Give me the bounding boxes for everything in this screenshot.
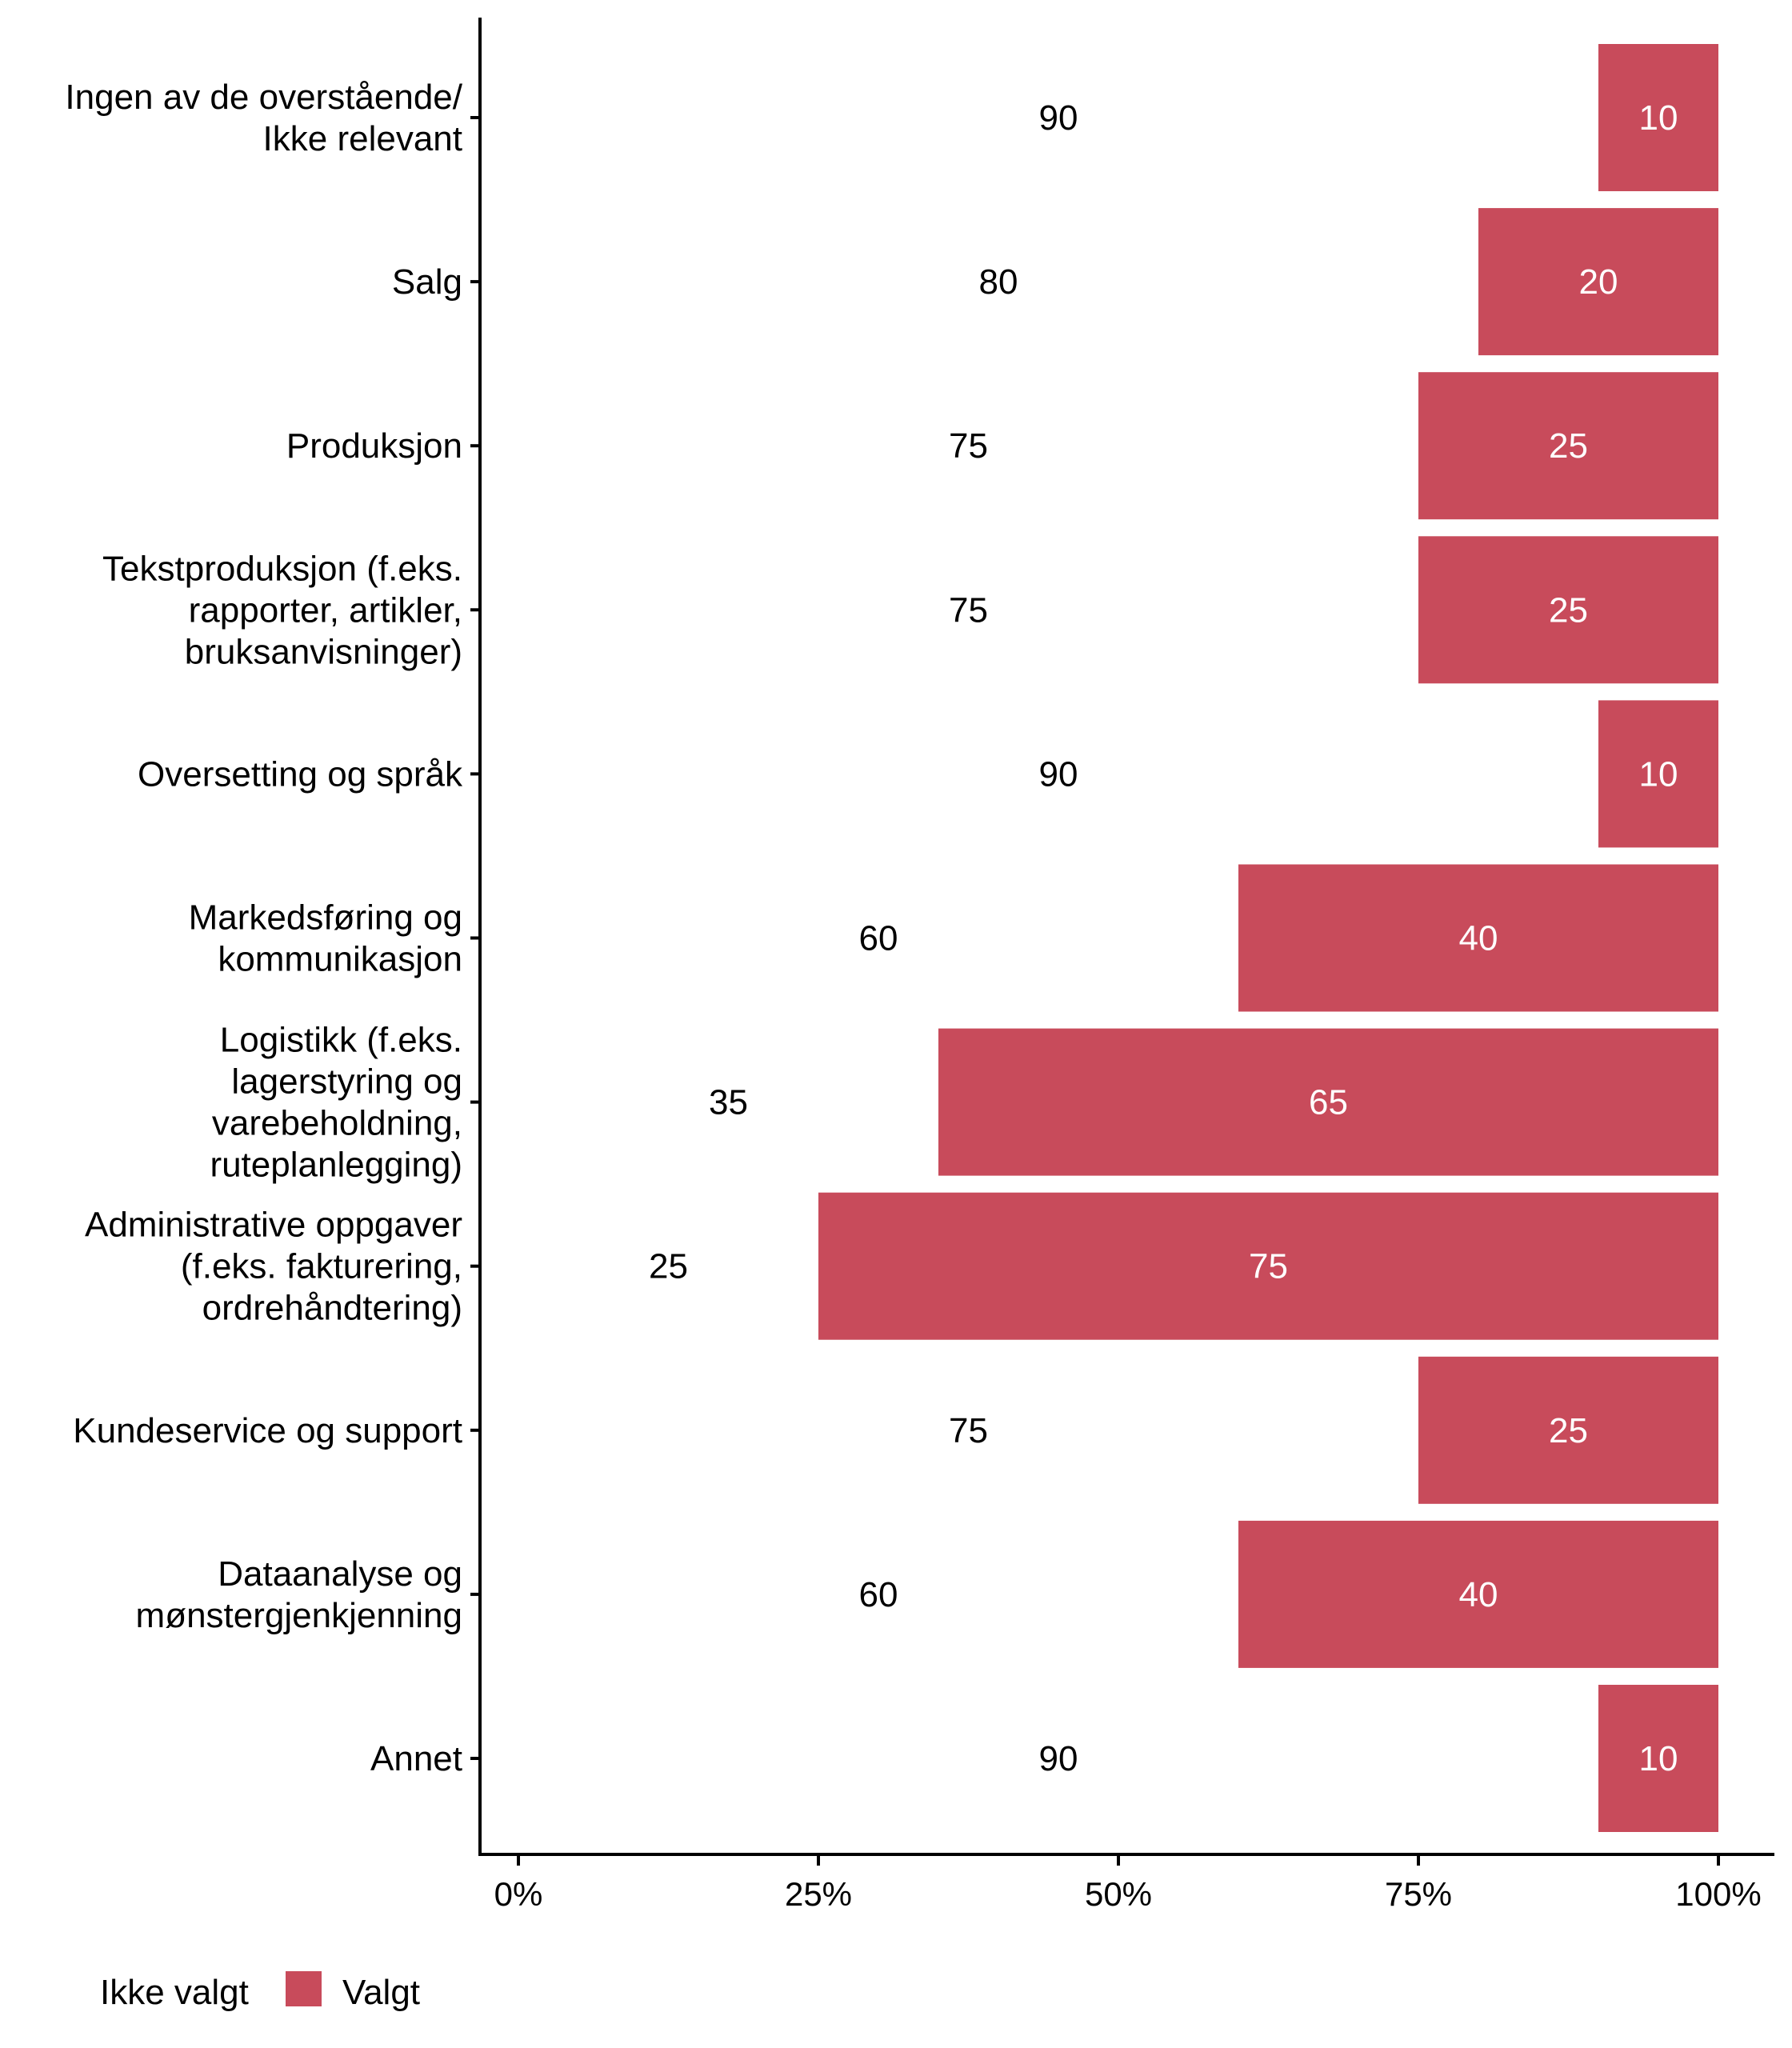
value-label: 60 bbox=[859, 919, 898, 958]
legend-label-valgt: Valgt bbox=[342, 1973, 420, 2012]
x-tick-label: 50% bbox=[1085, 1875, 1152, 1913]
x-axis-ticks: 0% 25% 50% 75% 100% bbox=[494, 1856, 1762, 1913]
value-label: 25 bbox=[1549, 426, 1588, 466]
legend-label-ikke-valgt: Ikke valgt bbox=[100, 1973, 249, 2012]
x-tick-label: 0% bbox=[494, 1875, 543, 1913]
value-label: 25 bbox=[1549, 590, 1588, 630]
legend: Ikke valgt Valgt bbox=[100, 1971, 420, 2012]
legend-swatch-valgt bbox=[286, 1971, 322, 2006]
value-label: 60 bbox=[859, 1575, 898, 1614]
x-tick-label: 25% bbox=[785, 1875, 852, 1913]
bars-layer bbox=[818, 44, 1718, 1832]
bar-valgt bbox=[1478, 208, 1718, 356]
bar-valgt bbox=[938, 1028, 1718, 1176]
value-label: 90 bbox=[1039, 1739, 1078, 1778]
value-label: 35 bbox=[709, 1083, 748, 1122]
category-label: Annet bbox=[370, 1739, 462, 1778]
y-axis-labels: Ingen av de overstående/Ikke relevant Sal… bbox=[65, 78, 480, 1778]
value-label: 40 bbox=[1459, 1575, 1498, 1614]
category-label: Markedsføring og kommunikasjon bbox=[189, 898, 462, 979]
value-label: 75 bbox=[949, 590, 988, 630]
bar-valgt bbox=[1598, 44, 1718, 191]
value-label: 80 bbox=[979, 262, 1018, 302]
x-tick-label: 100% bbox=[1675, 1875, 1761, 1913]
value-label: 10 bbox=[1639, 98, 1678, 138]
category-label: Logistikk (f.eks. lagerstyring og varebeho… bbox=[210, 1021, 462, 1185]
bar-valgt bbox=[1598, 1685, 1718, 1832]
value-label: 75 bbox=[1249, 1247, 1288, 1286]
bar-valgt bbox=[1238, 864, 1718, 1012]
value-labels-layer: 90 10 80 20 75 25 75 25 90 10 60 40 35 65 25 75 75 25 60 40… bbox=[649, 98, 1678, 1778]
value-label: 25 bbox=[1549, 1411, 1588, 1450]
value-label: 10 bbox=[1639, 1739, 1678, 1778]
bar-valgt bbox=[1418, 1356, 1718, 1504]
bar-valgt bbox=[1598, 700, 1718, 848]
category-label: Kundeservice og support bbox=[73, 1411, 462, 1450]
value-label: 20 bbox=[1579, 262, 1618, 302]
category-label: Tekstproduksjon (f.eks. rapporter, artikl… bbox=[102, 549, 462, 671]
bar-valgt bbox=[818, 1192, 1718, 1340]
value-label: 90 bbox=[1039, 754, 1078, 794]
category-label: Salg bbox=[392, 262, 462, 302]
category-label: Produksjon bbox=[286, 426, 462, 466]
category-label: Ingen av de overstående/Ikke relevant bbox=[65, 78, 462, 158]
bar-valgt bbox=[1418, 372, 1718, 520]
value-label: 25 bbox=[649, 1247, 688, 1286]
category-label: Dataanalyse og mønstergjenkjenning bbox=[136, 1554, 462, 1635]
category-label: Oversetting og språk bbox=[138, 754, 463, 794]
value-label: 75 bbox=[949, 1411, 988, 1450]
value-label: 75 bbox=[949, 426, 988, 466]
value-label: 10 bbox=[1639, 754, 1678, 794]
value-label: 65 bbox=[1309, 1083, 1348, 1122]
value-label: 90 bbox=[1039, 98, 1078, 138]
x-tick-label: 75% bbox=[1385, 1875, 1452, 1913]
bar-valgt bbox=[1238, 1520, 1718, 1668]
bar-valgt bbox=[1418, 536, 1718, 684]
category-label: Administrative oppgaver (f.eks. faktureri… bbox=[85, 1206, 462, 1328]
value-label: 40 bbox=[1459, 919, 1498, 958]
